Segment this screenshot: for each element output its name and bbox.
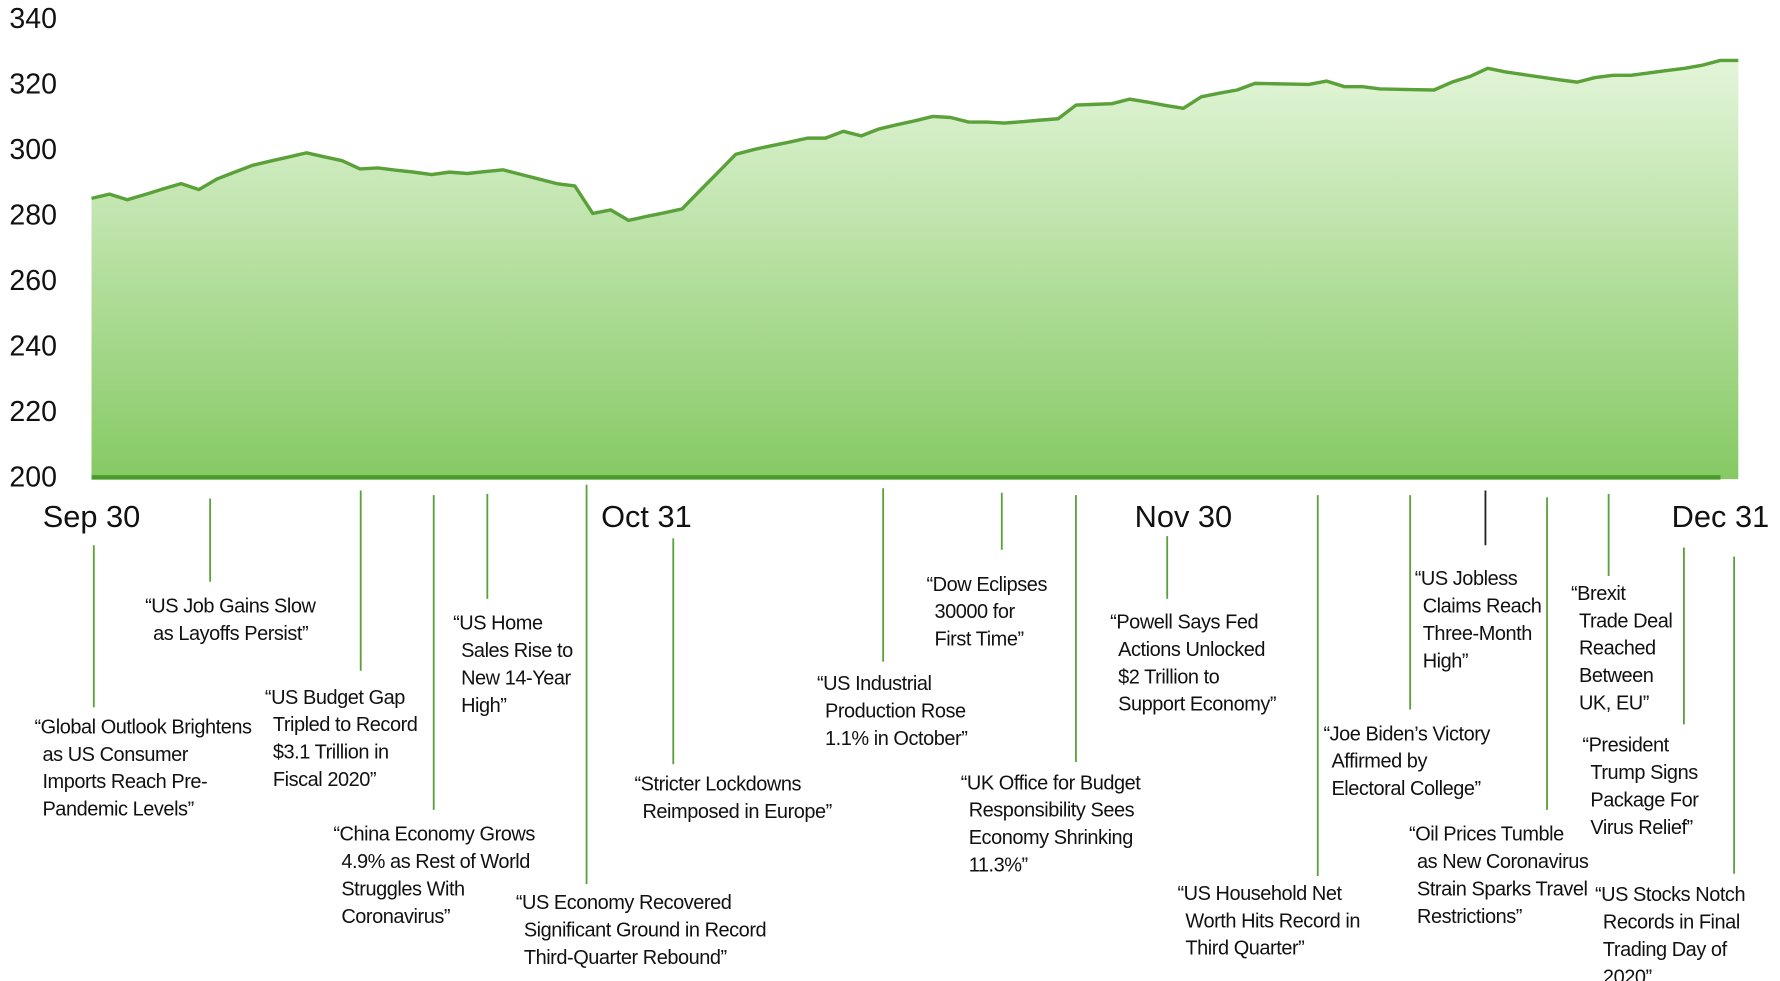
- annotation-line: “US Industrial: [817, 673, 932, 695]
- annotation-line: “Brexit: [1571, 583, 1626, 605]
- annotation: “US Economy Recovered Significant Ground …: [516, 892, 766, 969]
- annotation-line: Struggles With: [341, 878, 464, 900]
- annotation: “Joe Biden’s Victory Affirmed by Electoral…: [1323, 723, 1490, 800]
- annotation-line: Trading Day of: [1603, 939, 1728, 961]
- annotation-line: “Dow Eclipses: [927, 574, 1048, 596]
- annotation-line: 30000 for: [934, 601, 1015, 623]
- y-tick-label: 320: [9, 69, 57, 101]
- annotation-line: High”: [1423, 650, 1468, 672]
- annotation-line: Trump Signs: [1590, 762, 1698, 784]
- annotation-line: 2020”: [1603, 966, 1652, 981]
- annotation-line: Three-Month: [1423, 623, 1532, 645]
- annotation-line: Tripled to Record: [273, 714, 418, 736]
- annotation: “Oil Prices Tumble as New Coronavirus Stra…: [1409, 824, 1589, 928]
- annotation-line: Responsibility Sees: [969, 800, 1135, 822]
- annotation-line: Production Rose: [825, 700, 966, 722]
- annotation-line: Sales Rise to: [461, 640, 573, 662]
- annotation-line: Support Economy”: [1118, 694, 1276, 716]
- annotation-line: Package For: [1590, 789, 1699, 811]
- annotation-line: “US Economy Recovered: [516, 892, 732, 914]
- annotation: “UK Office for Budget Responsibility Sees…: [961, 772, 1142, 876]
- y-tick-label: 340: [9, 3, 57, 35]
- x-tick-label: Oct 31: [601, 499, 692, 534]
- annotation-line: “Global Outlook Brightens: [34, 716, 252, 738]
- x-tick-label: Sep 30: [43, 499, 141, 534]
- area: [91, 60, 1739, 480]
- x-tick-label: Nov 30: [1135, 499, 1233, 534]
- annotation-line: Significant Ground in Record: [524, 920, 766, 942]
- annotation-line: “US Household Net: [1177, 883, 1342, 905]
- annotation-line: 1.1% in October”: [825, 728, 967, 750]
- annotation: “US Jobless Claims Reach Three-Month High”: [1415, 568, 1542, 672]
- annotation-line: $2 Trillion to: [1118, 666, 1220, 688]
- annotation-line: Virus Relief”: [1590, 817, 1692, 839]
- annotation: “US Job Gains Slow as Layoffs Persist”: [145, 596, 316, 645]
- annotation-line: Economy Shrinking: [969, 827, 1133, 849]
- y-tick-label: 200: [9, 462, 57, 494]
- annotation-line: Third-Quarter Rebound”: [524, 947, 727, 969]
- annotation: “Brexit Trade Deal Reached Between UK, EU”: [1571, 583, 1672, 715]
- annotation: “China Economy Grows 4.9% as Rest of Worl…: [333, 824, 535, 928]
- annotation-line: “US Job Gains Slow: [145, 596, 316, 618]
- annotation-line: Between: [1579, 665, 1653, 687]
- annotation-line: as Layoffs Persist”: [153, 623, 308, 645]
- annotation-line: “President: [1582, 735, 1669, 757]
- annotation: “US Stocks Notch Records in Final Trading …: [1595, 884, 1745, 981]
- annotation-line: as New Coronavirus: [1417, 851, 1589, 873]
- annotation: “US Household Net Worth Hits Record in Thi…: [1177, 883, 1360, 960]
- y-tick-label: 240: [9, 331, 57, 363]
- annotation: “Global Outlook Brightens as US Consumer I…: [34, 716, 252, 820]
- annotation-line: Affirmed by: [1331, 751, 1427, 773]
- annotation-line: “US Home: [453, 613, 543, 635]
- annotation-line: Claims Reach: [1423, 596, 1542, 618]
- y-tick-label: 260: [9, 265, 57, 297]
- annotation-line: Electoral College”: [1331, 778, 1480, 800]
- annotation-line: Strain Sparks Travel: [1417, 878, 1588, 900]
- annotation-line: Coronavirus”: [341, 906, 450, 928]
- annotation-line: “Joe Biden’s Victory: [1323, 723, 1490, 745]
- annotation-line: High”: [461, 695, 506, 717]
- annotation-line: Fiscal 2020”: [273, 769, 376, 791]
- annotation: “Stricter Lockdowns Reimposed in Europe”: [634, 774, 831, 823]
- annotation: “US Budget Gap Tripled to Record $3.1 Tril…: [265, 687, 418, 791]
- annotation-line: “Stricter Lockdowns: [634, 774, 801, 796]
- annotation-line: 4.9% as Rest of World: [341, 851, 530, 873]
- y-tick-label: 300: [9, 134, 57, 166]
- annotation-line: “US Stocks Notch: [1595, 884, 1745, 906]
- annotation-line: as US Consumer: [42, 744, 188, 766]
- annotation-line: First Time”: [934, 629, 1023, 651]
- annotation-line: Records in Final: [1603, 912, 1740, 934]
- annotation-line: UK, EU”: [1579, 693, 1649, 715]
- annotation-line: 11.3%”: [969, 854, 1028, 876]
- annotation-line: Reached: [1579, 638, 1656, 660]
- annotation: “President Trump Signs Package For Virus Re…: [1582, 735, 1699, 839]
- annotation-line: Imports Reach Pre-: [42, 771, 207, 793]
- annotation-line: Worth Hits Record in: [1185, 910, 1360, 932]
- annotation-line: Pandemic Levels”: [42, 799, 193, 821]
- annotation-line: Reimposed in Europe”: [642, 801, 831, 823]
- y-tick-label: 220: [9, 396, 57, 428]
- annotation-line: Restrictions”: [1417, 906, 1522, 928]
- annotation-line: “US Jobless: [1415, 568, 1518, 590]
- annotation-line: “US Budget Gap: [265, 687, 405, 709]
- annotation: “Dow Eclipses 30000 for First Time”: [927, 574, 1048, 651]
- annotation-line: Third Quarter”: [1185, 938, 1304, 960]
- line: [91, 58, 1739, 223]
- y-tick-label: 280: [9, 200, 57, 232]
- annotation: “US Home Sales Rise to New 14-Year High”: [453, 613, 573, 717]
- annotation-line: “China Economy Grows: [333, 824, 535, 846]
- annotation-line: “UK Office for Budget: [961, 772, 1142, 794]
- annotation-line: “Oil Prices Tumble: [1409, 824, 1564, 846]
- annotation: “US Industrial Production Rose 1.1% in Oct…: [817, 673, 967, 750]
- annotation-line: Actions Unlocked: [1118, 639, 1265, 661]
- annotation-line: $3.1 Trillion in: [273, 742, 389, 764]
- annotation-line: “Powell Says Fed: [1110, 612, 1258, 634]
- annotation: “Powell Says Fed Actions Unlocked $2 Trill…: [1110, 612, 1276, 716]
- x-tick-label: Dec 31: [1672, 499, 1770, 534]
- annotation-line: New 14-Year: [461, 667, 571, 689]
- annotation-line: Trade Deal: [1579, 610, 1672, 632]
